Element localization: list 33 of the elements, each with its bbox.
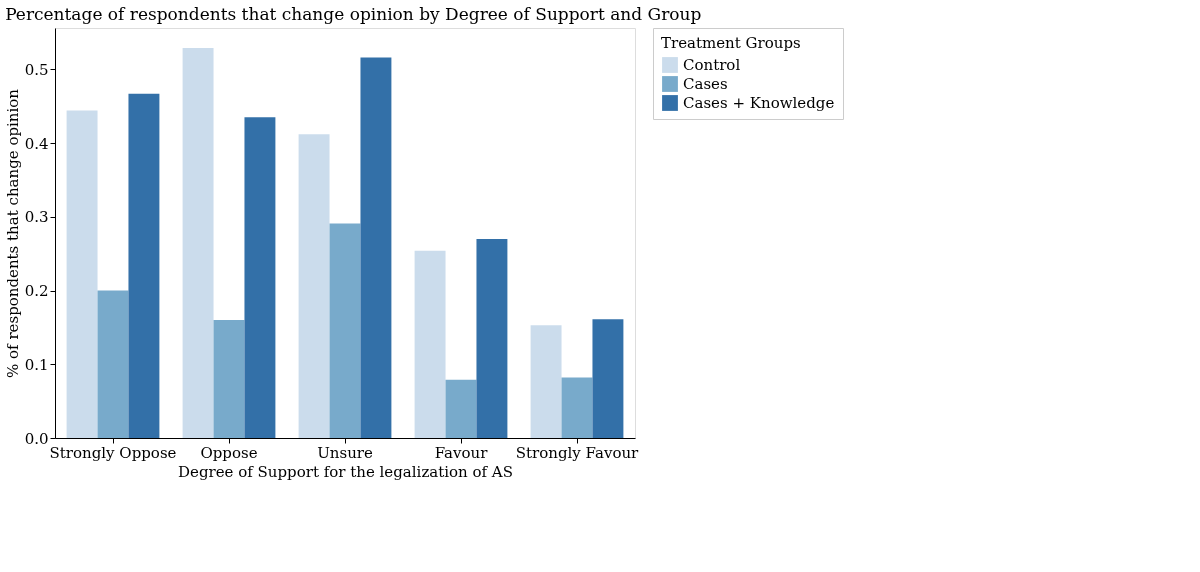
bar [66,110,98,438]
bar [213,320,245,438]
y-axis-title: % of respondents that change opinion [3,88,22,378]
bar [298,134,330,438]
x-axis-title: Degree of Support for the legalization of AS [178,462,513,481]
x-tick-label: Oppose [200,443,258,462]
y-tick-label: 0.0 [24,429,49,448]
legend-label: Cases [683,75,728,93]
bar [592,319,624,438]
bar [97,290,129,438]
legend-title: Treatment Groups [661,34,801,52]
bar [360,57,392,438]
chart-title: Percentage of respondents that change opinion by Degree of Support and Group [5,3,702,24]
x-tick-label: Strongly Favour [515,443,640,462]
x-tick-label: Unsure [317,443,373,462]
y-tick-label: 0.1 [24,355,49,374]
bar [329,223,361,438]
bar [445,379,477,438]
legend-label: Control [683,56,741,74]
bar [530,325,562,438]
y-tick-label: 0.3 [24,208,49,227]
bar [128,93,160,438]
y-tick-label: 0.4 [24,134,49,153]
x-tick-label: Favour [434,443,489,462]
bar [182,47,214,438]
bar [476,238,508,438]
y-tick-label: 0.2 [24,282,49,301]
bar [244,117,276,438]
bar [561,377,593,438]
bar [414,250,446,438]
legend-label: Cases + Knowledge [683,94,835,112]
y-tick-label: 0.5 [24,60,49,79]
x-tick-label: Strongly Oppose [49,443,177,462]
